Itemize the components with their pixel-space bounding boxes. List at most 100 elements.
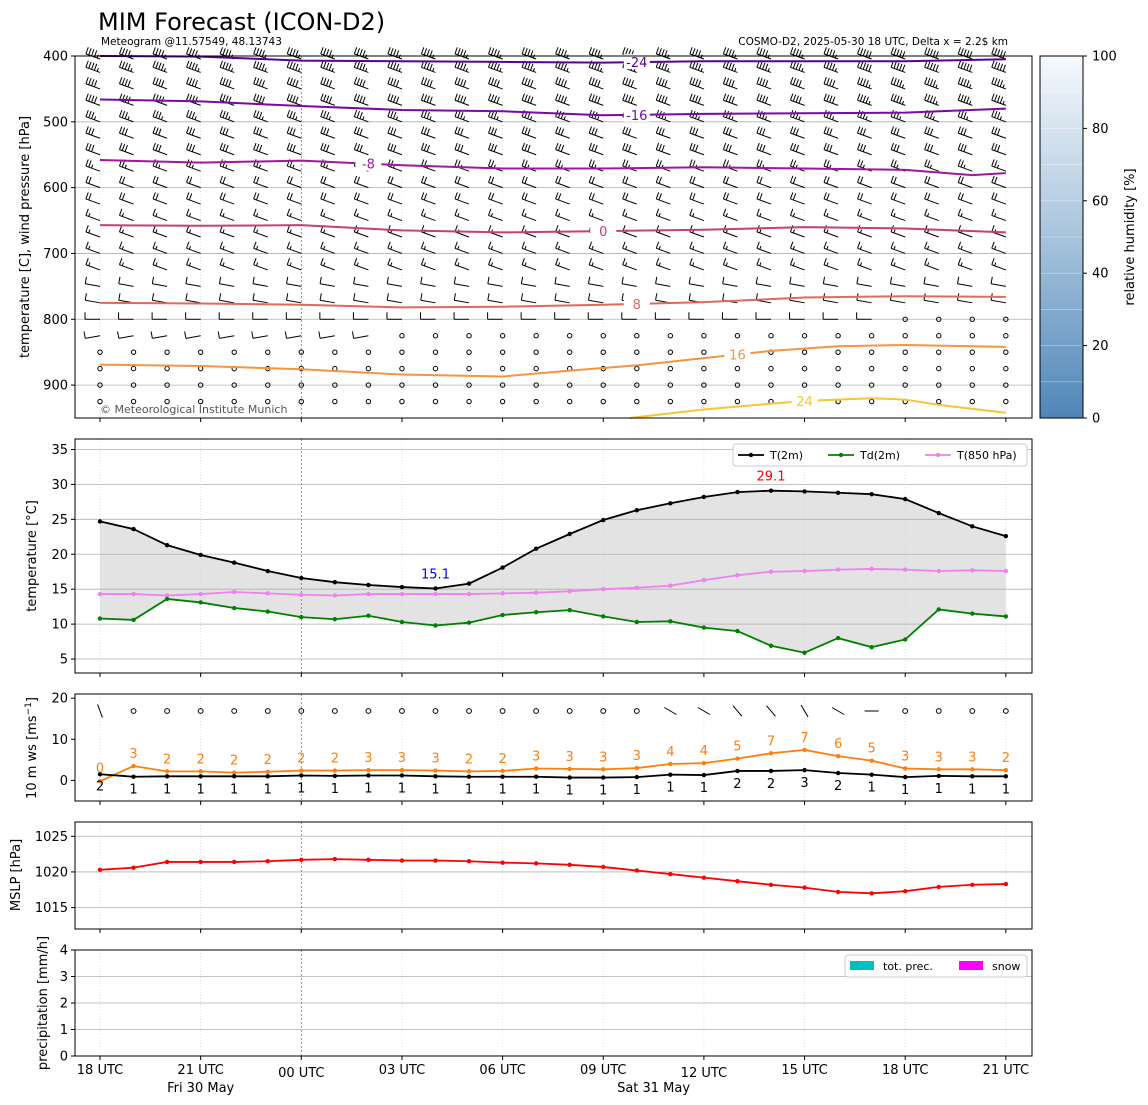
wind-barb [835,333,841,339]
data-point [970,882,975,887]
wind-barb [118,175,134,189]
data-point [802,885,807,890]
wind-barb [957,142,973,156]
legend-label: tot. prec. [883,960,933,973]
data-point [131,774,136,779]
legend-label: snow [992,960,1020,973]
gust-label: 3 [633,749,641,764]
wind-barb [97,365,103,372]
y-tick-label: 15 [51,583,68,598]
data-point [433,858,438,863]
wind-barb [118,241,134,254]
isotherm-line [99,295,1006,309]
wind-barb [823,142,839,156]
gust-label: 2 [297,752,305,767]
wind-barb [219,258,235,271]
wind-barb [521,192,537,205]
wind-barb [432,382,439,388]
data-point [701,772,707,778]
legend-swatch [850,961,874,970]
wind-barb [399,333,405,339]
data-point [299,592,304,597]
data-point [634,868,639,873]
wind-barb [420,276,436,287]
data-point [835,567,841,572]
wind-barb [152,77,168,90]
data-point [970,524,975,529]
data-point [1003,774,1009,779]
y-tick-label: 3 [60,970,68,985]
wind-barb [868,333,875,339]
wind-barb [432,398,439,405]
wind-barb [622,93,637,106]
legend-label: T(2m) [769,449,803,462]
data-point [835,770,841,776]
gust-label: 3 [364,751,372,766]
wind-barb [152,208,168,222]
data-point [869,891,874,896]
wind-barb-calm [633,708,640,714]
temperature-legend: T(2m) Td(2m) T(850 hPa) [732,443,1028,467]
wind-barb [286,208,302,222]
data-point [366,773,371,778]
wind-barb [97,382,103,388]
wind-barb [1003,349,1009,355]
wind-barb [732,705,743,717]
data-point [802,489,807,494]
wind-barb [789,192,805,205]
wind-barb [924,159,939,172]
data-point [332,856,338,862]
wind-barb [454,60,470,73]
speed-label: 1 [1002,782,1010,797]
data-point [768,569,774,574]
wind-barb [957,109,973,123]
wind-barb [353,241,369,254]
wind-barb [152,175,168,189]
wind-barb-calm [1002,708,1009,714]
isotherm-label-bg [623,106,650,122]
series-line [99,749,1006,783]
wind-barb-calm [566,708,573,714]
wind-barb [320,109,336,123]
wind-barb [185,276,201,287]
wind-barb [453,276,470,287]
isotherm-label: -16 [626,109,647,124]
wind-barb [387,126,403,139]
wind-barb [85,225,101,238]
wind-barb [488,175,503,189]
wind-barb [600,382,606,388]
y-tick-label: 800 [43,313,68,328]
wind-barb [768,365,774,372]
colorbar-tick-label: 100 [1092,50,1117,65]
wind-barb [756,142,772,156]
data-point [533,590,539,595]
wind-barb [487,276,503,287]
data-point [97,519,103,524]
wind-barb [353,192,369,205]
wind-barb [924,258,939,271]
isotherm-line [99,98,1006,117]
wind-barb [488,142,503,156]
data-point [802,767,807,773]
wind-barb [265,382,271,388]
wind-barb [85,93,101,106]
wind-barb [655,208,671,222]
wind-barb [533,382,539,388]
wind-barb [150,331,168,339]
y-tick-label: 900 [43,379,68,394]
wind-barb [857,93,872,106]
data-point [500,774,505,779]
wind-barb [890,175,906,189]
wind-barb [689,77,705,90]
wind-barb [567,349,573,355]
wind-barb [655,258,671,271]
series-line [99,769,1006,779]
data-point [768,751,774,756]
wind-barb [118,60,134,73]
legend-marker [838,452,844,458]
wind-barb [957,159,973,172]
pressure-panel: 1015 1020 1025 MSLP [hPa] [9,821,1033,930]
wind-barb [823,225,839,238]
gust-label: 4 [700,744,708,759]
wind-barb [555,60,570,73]
